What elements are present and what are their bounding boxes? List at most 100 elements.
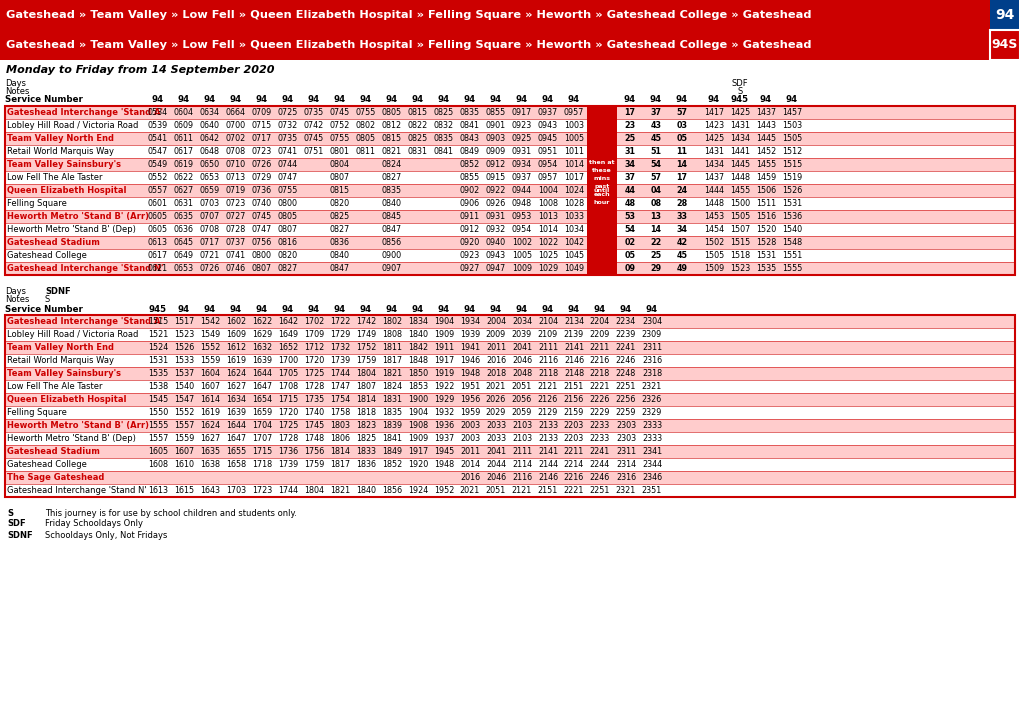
Text: 0723: 0723 [225, 199, 246, 208]
Bar [989, 30, 1019, 60]
Text: 0836: 0836 [330, 238, 350, 247]
Bar [5, 484, 1014, 497]
Text: 2311: 2311 [641, 343, 661, 352]
Text: 0943: 0943 [485, 251, 505, 260]
Text: 94: 94 [437, 304, 449, 314]
Text: 0847: 0847 [381, 225, 401, 234]
Text: 1749: 1749 [356, 330, 376, 339]
Text: 0840: 0840 [382, 199, 401, 208]
Text: 33: 33 [676, 212, 687, 221]
Text: Service Number: Service Number [5, 304, 83, 314]
Text: 1604: 1604 [200, 369, 220, 378]
Text: 1644: 1644 [252, 369, 272, 378]
Text: 94: 94 [308, 304, 320, 314]
Text: 2259: 2259 [615, 408, 636, 417]
Bar [5, 262, 1014, 275]
Text: 1718: 1718 [252, 460, 272, 469]
Text: 1619: 1619 [226, 356, 246, 365]
Text: 1722: 1722 [329, 317, 350, 326]
Text: hour: hour [593, 200, 609, 205]
Text: 2046: 2046 [512, 356, 532, 365]
Text: 2051: 2051 [512, 382, 532, 391]
Text: 1756: 1756 [304, 447, 324, 456]
Text: 1022: 1022 [537, 238, 557, 247]
Text: SDNF: SDNF [45, 288, 70, 296]
Text: 17: 17 [624, 108, 635, 117]
Text: 1437: 1437 [755, 108, 775, 117]
Text: Friday Schooldays Only: Friday Schooldays Only [45, 520, 143, 528]
Text: Queen Elizabeth Hospital: Queen Elizabeth Hospital [7, 395, 126, 404]
Text: Gateshead Interchange 'Stand A': Gateshead Interchange 'Stand A' [7, 108, 163, 117]
Text: 0912: 0912 [460, 225, 480, 234]
Bar [5, 315, 1014, 497]
Text: 2351: 2351 [641, 486, 661, 495]
Text: 1804: 1804 [356, 369, 376, 378]
Text: 1011: 1011 [564, 147, 584, 156]
Text: 94: 94 [412, 95, 424, 105]
Text: 1744: 1744 [329, 369, 350, 378]
Text: 1702: 1702 [304, 317, 324, 326]
Text: 1929: 1929 [433, 395, 453, 404]
Text: 94: 94 [759, 95, 771, 105]
Text: 1818: 1818 [356, 408, 376, 417]
Text: 0849: 0849 [460, 147, 480, 156]
Text: 0708: 0708 [200, 225, 220, 234]
Text: 1849: 1849 [381, 447, 401, 456]
Text: 1009: 1009 [512, 264, 532, 273]
Text: 0735: 0735 [277, 134, 298, 143]
Text: 2216: 2216 [564, 473, 584, 482]
Text: 1635: 1635 [200, 447, 220, 456]
Text: 2333: 2333 [641, 434, 661, 443]
Text: 0951: 0951 [537, 147, 557, 156]
Text: 1936: 1936 [433, 421, 453, 430]
Text: 1502: 1502 [703, 238, 723, 247]
Text: Lobley Hill Road / Victoria Road: Lobley Hill Road / Victoria Road [7, 121, 139, 130]
Text: 0650: 0650 [200, 160, 220, 169]
Bar [5, 445, 1014, 458]
Text: 2059: 2059 [512, 408, 532, 417]
Text: 0617: 0617 [148, 251, 168, 260]
Text: 1627: 1627 [225, 382, 246, 391]
Text: 1856: 1856 [381, 486, 401, 495]
Text: 1509: 1509 [703, 264, 723, 273]
Text: 0631: 0631 [174, 199, 194, 208]
Text: 1840: 1840 [408, 330, 428, 339]
Text: 1507: 1507 [730, 225, 749, 234]
Text: 94: 94 [516, 304, 528, 314]
Text: 17: 17 [676, 173, 687, 182]
Text: 1644: 1644 [226, 421, 246, 430]
Text: 1821: 1821 [381, 369, 401, 378]
Text: 0932: 0932 [485, 225, 505, 234]
Text: 2004: 2004 [485, 317, 505, 326]
Text: 0708: 0708 [226, 147, 246, 156]
Text: 2211: 2211 [564, 447, 584, 456]
Text: 1911: 1911 [433, 343, 453, 352]
Text: 0835: 0835 [433, 134, 453, 143]
Text: 2304: 2304 [641, 317, 661, 326]
Text: 2014: 2014 [460, 460, 480, 469]
Text: 1531: 1531 [755, 251, 775, 260]
Text: 2329: 2329 [641, 408, 661, 417]
Text: 0911: 0911 [460, 212, 480, 221]
Text: 2033: 2033 [485, 421, 505, 430]
Text: 94: 94 [649, 95, 661, 105]
Text: 94: 94 [489, 304, 501, 314]
Text: 2016: 2016 [460, 473, 480, 482]
Text: 1811: 1811 [382, 343, 401, 352]
Text: 0843: 0843 [460, 134, 480, 143]
Text: 1503: 1503 [782, 121, 801, 130]
Text: 1526: 1526 [173, 343, 194, 352]
Bar [5, 171, 1014, 184]
Text: 2341: 2341 [641, 447, 661, 456]
Text: 1956: 1956 [460, 395, 480, 404]
Text: Felling Square: Felling Square [7, 408, 67, 417]
Text: 0831: 0831 [408, 147, 428, 156]
Text: each: each [593, 192, 609, 197]
Text: 1736: 1736 [277, 447, 298, 456]
Text: 0755: 0755 [356, 108, 376, 117]
Text: 94: 94 [437, 95, 449, 105]
Text: 2111: 2111 [537, 343, 557, 352]
Text: 1505: 1505 [730, 212, 749, 221]
Text: 1045: 1045 [564, 251, 584, 260]
Text: 2244: 2244 [589, 460, 609, 469]
